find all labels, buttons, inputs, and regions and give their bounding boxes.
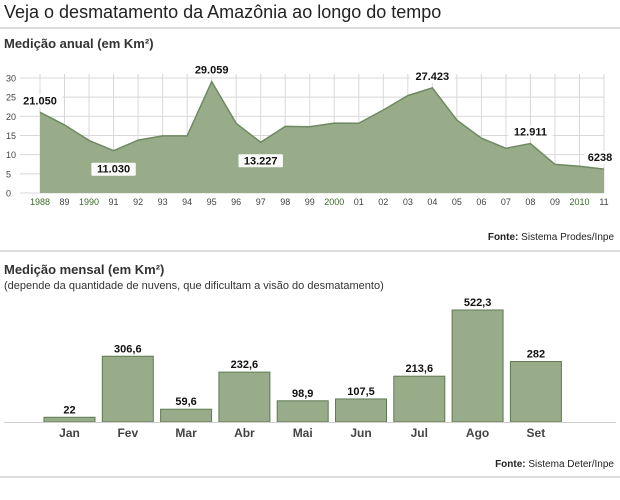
monthly-value-label: 306,6 xyxy=(114,343,142,355)
monthly-bar-chart: 22 306,6 59,6 232,6 98,9 107,5 213,6 522,3 282 J… xyxy=(4,297,616,440)
annual-y-tick-label: 25 xyxy=(6,93,16,103)
monthly-x-tick-label: Jan xyxy=(59,426,80,440)
monthly-x-tick-label: Ago xyxy=(466,426,489,440)
annual-area-series xyxy=(39,79,605,193)
annual-x-tick-label: 1990 xyxy=(79,197,99,207)
annual-source: Fonte: Sistema Prodes/Inpe xyxy=(487,232,614,243)
monthly-value-label: 98,9 xyxy=(292,388,313,400)
annual-data-label: 6238 xyxy=(584,151,616,165)
annual-x-tick-label: 94 xyxy=(182,197,192,207)
annual-x-tick-label: 91 xyxy=(109,197,119,207)
monthly-bar xyxy=(509,361,562,423)
monthly-source: Fonte: Sistema Deter/Inpe xyxy=(495,459,614,470)
annual-x-tick-label: 93 xyxy=(158,197,168,207)
monthly-bar xyxy=(451,309,504,423)
annual-section-title: Medição anual (em Km²) xyxy=(4,36,154,51)
annual-x-tick-label: 04 xyxy=(427,197,437,207)
monthly-bar xyxy=(276,400,329,423)
monthly-value-label: 282 xyxy=(527,349,545,361)
monthly-value-label: 522,3 xyxy=(464,297,492,309)
monthly-value-label: 107,5 xyxy=(347,386,375,398)
monthly-bar xyxy=(335,398,387,423)
annual-y-tick-label: 0 xyxy=(6,189,11,199)
svg-text:29.059: 29.059 xyxy=(195,65,229,77)
annual-x-tick-label: 2000 xyxy=(324,197,344,207)
monthly-bars xyxy=(4,309,616,423)
annual-x-tick-label: 05 xyxy=(452,197,462,207)
monthly-bar xyxy=(160,408,213,423)
monthly-x-axis: Jan Fev Mar Abr Mai Jun Jul Ago Set xyxy=(59,426,545,440)
annual-y-tick-label: 30 xyxy=(6,74,16,84)
monthly-value-label: 213,6 xyxy=(406,363,434,375)
annual-x-tick-label: 09 xyxy=(550,197,560,207)
monthly-section-title: Medição mensal (em Km²) xyxy=(4,262,165,277)
annual-y-tick-label: 10 xyxy=(6,150,16,160)
annual-y-tick-label: 5 xyxy=(6,169,11,179)
annual-line xyxy=(39,79,605,170)
annual-y-tick-label: 15 xyxy=(6,131,16,141)
svg-text:21.050: 21.050 xyxy=(23,95,57,107)
annual-x-tick-label: 2010 xyxy=(569,197,589,207)
annual-data-label: 12.911 xyxy=(508,125,553,139)
svg-text:13.227: 13.227 xyxy=(244,155,278,167)
annual-data-labels: 21.050 11.030 29.059 13.227 27.423 12.911 6238 xyxy=(17,63,616,176)
monthly-x-tick-label: Mai xyxy=(293,426,313,440)
annual-x-tick-label: 98 xyxy=(280,197,290,207)
annual-x-tick-label: 99 xyxy=(305,197,315,207)
monthly-value-labels: 22 306,6 59,6 232,6 98,9 107,5 213,6 522,3 282 xyxy=(63,297,545,416)
annual-data-label: 11.030 xyxy=(91,162,136,176)
annual-x-tick-label: 06 xyxy=(476,197,486,207)
monthly-bar xyxy=(393,375,446,423)
annual-x-tick-label: 02 xyxy=(378,197,388,207)
svg-text:6238: 6238 xyxy=(588,152,612,164)
monthly-x-tick-label: Jun xyxy=(350,426,371,440)
annual-x-tick-label: 03 xyxy=(403,197,413,207)
annual-data-label: 27.423 xyxy=(410,69,455,83)
annual-x-tick-label: 08 xyxy=(525,197,535,207)
svg-text:11.030: 11.030 xyxy=(97,164,130,176)
monthly-x-tick-label: Mar xyxy=(175,426,197,440)
svg-text:27.423: 27.423 xyxy=(416,71,450,83)
annual-data-label: 13.227 xyxy=(238,154,283,168)
monthly-value-label: 59,6 xyxy=(175,396,196,408)
annual-x-tick-label: 07 xyxy=(501,197,511,207)
monthly-x-tick-label: Abr xyxy=(234,426,255,440)
monthly-x-tick-label: Set xyxy=(527,426,546,440)
annual-x-tick-label: 97 xyxy=(256,197,266,207)
bottom-divider xyxy=(0,476,620,478)
annual-x-tick-label: 96 xyxy=(231,197,241,207)
annual-x-tick-label: 92 xyxy=(133,197,143,207)
monthly-x-tick-label: Fev xyxy=(117,426,138,440)
monthly-value-label: 232,6 xyxy=(231,359,259,371)
section-divider xyxy=(0,250,620,252)
annual-x-tick-label: 95 xyxy=(207,197,217,207)
monthly-bar xyxy=(43,416,96,423)
monthly-bar xyxy=(218,371,271,423)
annual-y-axis: 0 5 10 15 20 25 30 xyxy=(6,74,16,199)
annual-data-label: 21.050 xyxy=(17,94,63,108)
page-title: Veja o desmatamento da Amazônia ao longo… xyxy=(4,2,442,22)
svg-text:12.911: 12.911 xyxy=(514,127,547,139)
monthly-section-subtitle: (depende da quantidade de nuvens, que di… xyxy=(4,280,384,292)
annual-x-tick-label: 1988 xyxy=(30,197,50,207)
monthly-value-label: 22 xyxy=(63,404,75,416)
monthly-bar xyxy=(101,355,154,423)
monthly-x-tick-label: Jul xyxy=(411,426,428,440)
title-divider xyxy=(0,27,620,29)
annual-data-label: 29.059 xyxy=(189,63,234,77)
annual-x-tick-label: 89 xyxy=(60,197,70,207)
annual-area xyxy=(40,81,604,193)
annual-x-tick-label: 11 xyxy=(599,197,608,207)
annual-y-tick-label: 20 xyxy=(6,112,16,122)
annual-x-axis: 1988 89 1990 91 92 93 94 95 96 97 98 99 2000 01 02 03 04… xyxy=(30,197,609,207)
annual-x-tick-label: 01 xyxy=(354,197,364,207)
